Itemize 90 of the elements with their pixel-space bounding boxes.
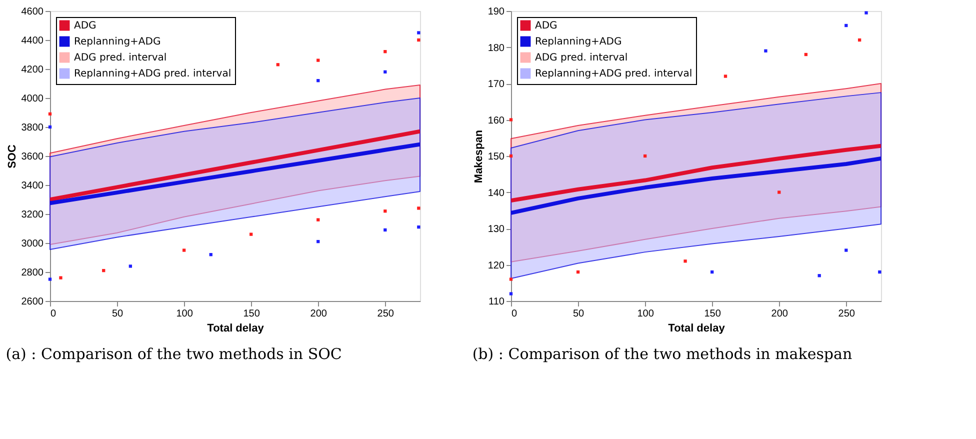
y-tick-label: 140 — [488, 188, 505, 199]
point — [384, 210, 387, 213]
x-tick-label: 250 — [377, 308, 394, 320]
point — [276, 63, 280, 66]
legend-label: ADG — [535, 20, 558, 32]
x-tick-label: 0 — [50, 308, 56, 320]
x-axis-title: Total delay — [668, 322, 726, 334]
point — [59, 276, 62, 280]
point — [643, 154, 647, 158]
point — [48, 278, 52, 281]
point — [417, 31, 420, 34]
x-tick-label: 150 — [243, 308, 260, 320]
y-tick-label: 3600 — [21, 152, 44, 162]
y-tick-label: 110 — [488, 296, 505, 308]
point — [764, 49, 768, 52]
point — [818, 274, 821, 278]
point — [509, 278, 513, 281]
y-tick-label: 2600 — [21, 296, 44, 308]
point — [684, 260, 687, 263]
point — [417, 225, 420, 229]
point — [128, 264, 132, 268]
x-tick-label: 200 — [771, 308, 788, 320]
y-tick-label: 2800 — [21, 268, 44, 278]
y-tick-label: 130 — [488, 224, 505, 235]
point — [316, 79, 320, 82]
x-tick-label: 0 — [512, 308, 518, 320]
x-tick-label: 250 — [838, 308, 856, 320]
y-axis-title: SOC — [6, 144, 18, 168]
point — [509, 292, 513, 296]
text: (b) : Comparison of the two methods in makespan — [472, 345, 852, 363]
line-series — [511, 144, 881, 203]
y-tick-label: 4400 — [21, 36, 44, 46]
point — [509, 154, 513, 158]
y-tick-label: 120 — [488, 260, 505, 272]
x-tick-label: 100 — [637, 308, 654, 320]
x-tick-label: 150 — [704, 308, 722, 320]
y-axis-title: Makespan — [472, 130, 485, 184]
y-tick-label: 4000 — [21, 94, 44, 104]
legend-label: ADG pred. interval — [535, 52, 628, 64]
point — [48, 125, 52, 129]
y-tick-label: 3200 — [21, 210, 44, 220]
x-axis-title: Total delay — [207, 322, 265, 334]
point — [250, 232, 253, 236]
x-tick-label: 100 — [176, 308, 194, 320]
line-series — [50, 129, 420, 202]
point — [858, 38, 862, 42]
point — [384, 70, 387, 74]
y-tick-label: 150 — [488, 152, 505, 162]
line-series — [50, 142, 420, 206]
point — [384, 228, 387, 232]
y-tick-label: 180 — [488, 42, 505, 54]
x-tick-label: 200 — [310, 308, 328, 320]
point — [576, 270, 580, 274]
point — [864, 11, 868, 14]
legend-label: Replanning+ADG — [74, 36, 161, 48]
point — [182, 248, 186, 252]
point — [417, 206, 420, 210]
point — [724, 74, 728, 78]
y-tick-label: 3000 — [21, 238, 44, 250]
x-tick-label: 50 — [112, 308, 124, 320]
point — [316, 240, 320, 244]
point — [844, 248, 848, 252]
point — [102, 268, 106, 272]
y-tick-label: 4600 — [21, 6, 44, 18]
point — [844, 24, 848, 28]
y-tick-label: 3800 — [21, 122, 44, 134]
point — [804, 52, 808, 56]
legend-label: ADG — [74, 20, 96, 32]
legend-label: Replanning+ADG pred. interval — [535, 68, 692, 80]
legend-label: Replanning+ADG — [535, 36, 622, 48]
y-tick-label: 3400 — [21, 180, 44, 192]
y-tick-label: 170 — [488, 79, 505, 90]
point — [384, 50, 387, 54]
x-tick-label: 50 — [572, 308, 585, 320]
line-series — [511, 156, 881, 215]
legend-label: ADG pred. interval — [74, 52, 167, 64]
text: (a) : Comparison of the two methods in SOC — [6, 345, 342, 363]
legend-label: Replanning+ADG pred. interval — [74, 68, 232, 80]
point — [48, 112, 52, 116]
point — [209, 253, 212, 256]
point — [509, 118, 513, 122]
y-tick-label: 4200 — [21, 64, 44, 76]
y-tick-label: 160 — [488, 115, 505, 126]
point — [710, 270, 714, 274]
point — [778, 190, 781, 194]
y-tick-label: 190 — [488, 6, 505, 18]
point — [316, 218, 320, 222]
point — [316, 58, 320, 62]
point — [417, 38, 420, 42]
point — [878, 270, 882, 274]
